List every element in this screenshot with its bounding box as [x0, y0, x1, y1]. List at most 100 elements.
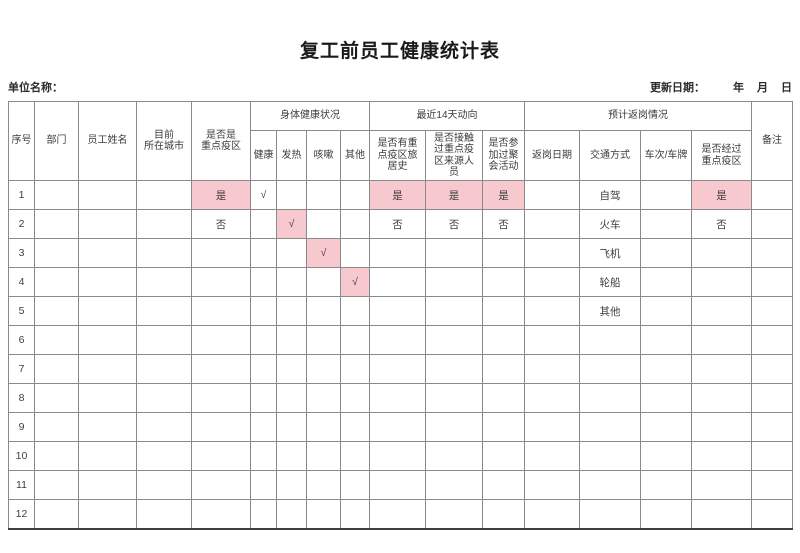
- row-seq-cell: 9: [8, 412, 35, 442]
- table-cell: [191, 383, 251, 413]
- table-cell: [276, 238, 307, 268]
- row-seq-cell: 3: [8, 238, 35, 268]
- row-seq-cell: 4: [8, 267, 35, 297]
- table-cell: [306, 354, 341, 384]
- table-cell: [191, 412, 251, 442]
- table-cell: [250, 441, 277, 471]
- table-cell: [306, 383, 341, 413]
- table-cell: [640, 441, 692, 471]
- table-cell: [34, 325, 79, 355]
- table-cell: [250, 238, 277, 268]
- table-cell: [751, 209, 793, 239]
- header-city: 目前 所在城市: [136, 101, 192, 181]
- table-cell: [78, 267, 137, 297]
- table-cell: [340, 296, 370, 326]
- table-cell: [136, 441, 192, 471]
- table-cell: [751, 267, 793, 297]
- table-cell: [34, 296, 79, 326]
- header-other: 其他: [340, 130, 370, 181]
- table-row: 9: [8, 412, 793, 442]
- table-cell: [34, 412, 79, 442]
- table-cell: [34, 470, 79, 500]
- table-cell: [691, 325, 752, 355]
- table-cell: [524, 499, 580, 530]
- table-cell: [340, 412, 370, 442]
- table-cell: √: [306, 238, 341, 268]
- table-cell: [34, 267, 79, 297]
- table-cell: [136, 238, 192, 268]
- header-contact: 是否接触 过重点疫 区来源人 员: [425, 130, 483, 181]
- table-cell: [640, 238, 692, 268]
- table-cell: 轮船: [579, 267, 641, 297]
- table-cell: [524, 354, 580, 384]
- table-cell: [136, 296, 192, 326]
- info-row: 单位名称： 更新日期： 年 月 日: [8, 79, 792, 95]
- table-cell: [425, 499, 483, 530]
- table-cell: [78, 180, 137, 210]
- table-cell: [751, 354, 793, 384]
- table-cell: [340, 499, 370, 530]
- row-seq-cell: 5: [8, 296, 35, 326]
- table-cell: [369, 470, 426, 500]
- table-cell: [425, 325, 483, 355]
- table-cell: [250, 383, 277, 413]
- table-cell: [306, 470, 341, 500]
- table-cell: [482, 499, 525, 530]
- table-cell: [425, 383, 483, 413]
- table-cell: [250, 412, 277, 442]
- table-row: 7: [8, 354, 793, 384]
- table-cell: [640, 354, 692, 384]
- table-cell: [306, 412, 341, 442]
- table-cell: [640, 412, 692, 442]
- table-cell: √: [276, 209, 307, 239]
- header-dept: 部门: [34, 101, 79, 181]
- page-title: 复工前员工健康统计表: [299, 41, 500, 62]
- table-cell: [751, 325, 793, 355]
- header-pass-key-area: 是否经过 重点疫区: [691, 130, 752, 181]
- table-cell: [250, 499, 277, 530]
- table-cell: [524, 412, 580, 442]
- table-cell: [340, 209, 370, 239]
- table-cell: [34, 209, 79, 239]
- date-unit-day: 日: [781, 82, 792, 94]
- table-cell: [751, 180, 793, 210]
- table-cell: [482, 267, 525, 297]
- table-cell: [369, 354, 426, 384]
- table-cell: [136, 412, 192, 442]
- table-cell: [640, 209, 692, 239]
- table-cell: [34, 441, 79, 471]
- table-cell: [640, 383, 692, 413]
- table-cell: [136, 470, 192, 500]
- table-cell: [640, 470, 692, 500]
- table-cell: [524, 296, 580, 326]
- table-cell: [191, 238, 251, 268]
- table-cell: [136, 180, 192, 210]
- table-cell: [250, 296, 277, 326]
- table-cell: 其他: [579, 296, 641, 326]
- table-cell: [425, 470, 483, 500]
- date-unit-year: 年: [733, 82, 744, 94]
- table-cell: [524, 180, 580, 210]
- table-cell: [136, 209, 192, 239]
- table-cell: [340, 354, 370, 384]
- table-cell: [78, 441, 137, 471]
- row-seq-cell: 6: [8, 325, 35, 355]
- table-cell: [579, 325, 641, 355]
- table-cell: [136, 354, 192, 384]
- table-cell: [306, 209, 341, 239]
- table-cell: [751, 296, 793, 326]
- table-cell: [78, 296, 137, 326]
- table-row: 11: [8, 470, 793, 500]
- table-cell: [276, 354, 307, 384]
- table-cell: [369, 296, 426, 326]
- table-cell: [579, 441, 641, 471]
- unit-name-label: 单位名称：: [8, 82, 63, 94]
- group-header-recent-14-days: 最近14天动向: [369, 101, 525, 131]
- date-unit-month: 月: [757, 82, 768, 94]
- table-cell: [691, 441, 752, 471]
- table-cell: [276, 267, 307, 297]
- table-cell: [369, 325, 426, 355]
- table-cell: [34, 383, 79, 413]
- row-seq-cell: 10: [8, 441, 35, 471]
- table-cell: 是: [369, 180, 426, 210]
